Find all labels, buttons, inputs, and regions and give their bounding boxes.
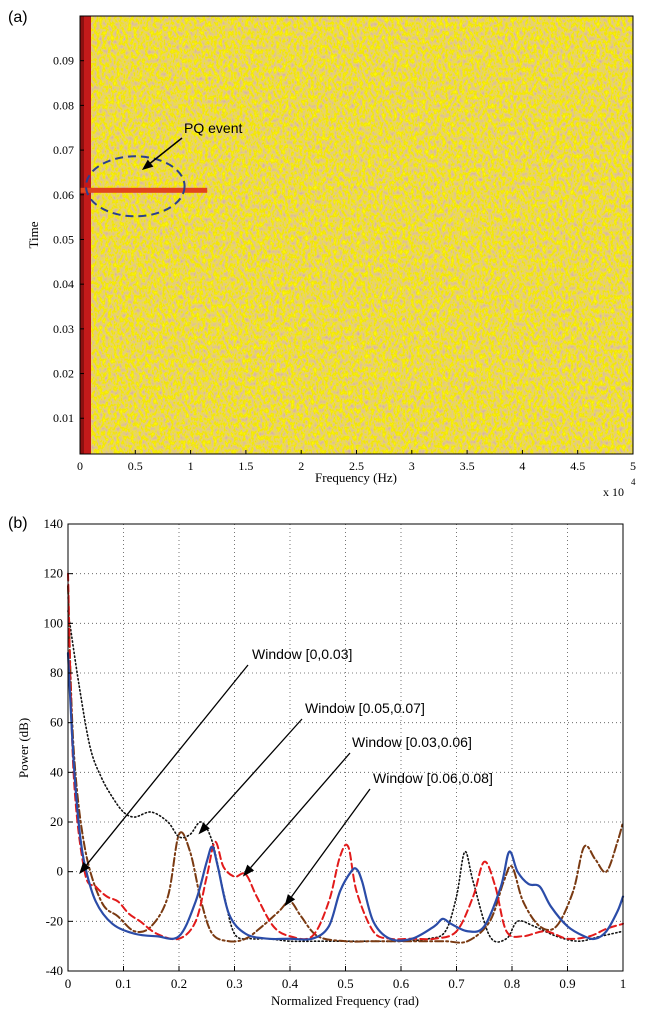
annotation-arrow (86, 664, 249, 866)
annotation-label: Window [0.05,0.07] (305, 700, 425, 716)
panel-a-label: (a) (8, 9, 28, 26)
spectrogram-x-label: Frequency (Hz) (315, 470, 397, 485)
y-tick-label: 120 (44, 566, 64, 581)
pq-event-label: PQ event (184, 120, 242, 136)
x-tick-label: 0 (77, 459, 83, 473)
plot-x-ticks: 0 0.1 0.2 0.3 0.4 0.5 0.6 0.7 0.8 0.9 1 (65, 966, 627, 991)
x-tick-label: 4.5 (570, 459, 585, 473)
spectrogram-y-label: Time (26, 221, 41, 248)
y-tick-label: 0.08 (53, 98, 74, 112)
y-tick-label: 40 (50, 764, 63, 779)
y-tick-label: 0.09 (53, 54, 74, 68)
series-group (66, 572, 625, 944)
y-tick-label: -40 (46, 963, 63, 978)
y-tick-label: 0.02 (53, 367, 74, 381)
x-tick-label: 0.5 (337, 976, 353, 991)
low-frequency-band-core (80, 16, 84, 454)
annotation-arrowhead (284, 894, 296, 907)
plot-area (68, 524, 623, 971)
y-tick-label: 60 (50, 715, 63, 730)
x-tick-label: 1 (620, 976, 627, 991)
annotation-arrow (250, 752, 351, 868)
y-tick-label: 0.03 (53, 322, 74, 336)
plot-x-label: Normalized Frequency (rad) (271, 993, 419, 1008)
annotation-arrow (290, 788, 371, 898)
x-tick-label: 0.2 (171, 976, 187, 991)
x-tick-label: 0.7 (448, 976, 465, 991)
spectrogram-x-ticks: 0 0.5 1 1.5 2 2.5 3 3.5 4 4.5 5 (77, 450, 636, 473)
plot-y-ticks: -40 -20 0 20 40 60 80 100 120 140 (44, 516, 73, 978)
low-frequency-band (80, 16, 91, 454)
x-tick-label: 0.6 (393, 976, 410, 991)
y-tick-label: 140 (44, 516, 64, 531)
y-tick-label: 0 (57, 864, 64, 879)
pq-event-arrowhead (142, 159, 154, 170)
spectrogram-x-multiplier: x 10 (603, 485, 624, 499)
series-line-dashdot (67, 585, 624, 944)
spectrogram-x-multiplier-exponent: 4 (631, 477, 636, 487)
x-tick-label: 1 (188, 459, 194, 473)
plot-y-label: Power (dB) (16, 718, 31, 778)
annotation-label: Window [0.06,0.08] (373, 770, 493, 786)
y-tick-label: 0.06 (53, 188, 74, 202)
x-tick-label: 0.8 (504, 976, 520, 991)
panel-b-label: (b) (8, 515, 28, 532)
x-tick-label: 3 (409, 459, 415, 473)
y-tick-label: 0.01 (53, 411, 74, 425)
y-tick-label: 80 (50, 665, 63, 680)
y-tick-label: 100 (44, 615, 64, 630)
annotation-arrowhead (198, 822, 210, 835)
x-tick-label: 5 (630, 459, 636, 473)
x-tick-label: 0.5 (128, 459, 143, 473)
x-tick-label: 0.3 (226, 976, 242, 991)
x-tick-label: 0.1 (115, 976, 131, 991)
series-line-dotted (67, 610, 624, 943)
annotation-arrowhead (79, 861, 91, 875)
power-spectrum-plot: Window [0,0.03] Window [0.05,0.07] Window … (66, 523, 625, 972)
spectrogram-texture (80, 16, 633, 454)
annotation-arrowhead (242, 864, 255, 877)
spectrogram-y-ticks: 0.01 0.02 0.03 0.04 0.05 0.06 0.07 0.08 0.09 (53, 54, 84, 425)
y-tick-label: 0.04 (53, 277, 74, 291)
pq-event-line (80, 187, 208, 193)
x-tick-label: 4 (519, 459, 525, 473)
annotation-label: Window [0.03,0.06] (352, 734, 472, 750)
series-line-solid (66, 652, 625, 942)
x-tick-label: 2.5 (349, 459, 364, 473)
annotations: Window [0,0.03] Window [0.05,0.07] Window … (79, 646, 493, 907)
annotation-arrow (205, 718, 303, 826)
y-tick-label: 0.07 (53, 143, 74, 157)
x-tick-label: 1.5 (238, 459, 253, 473)
x-tick-label: 2 (298, 459, 304, 473)
pq-event-arrow (147, 137, 183, 166)
x-tick-label: 0.4 (282, 976, 299, 991)
x-tick-label: 0 (65, 976, 72, 991)
x-tick-label: 3.5 (460, 459, 475, 473)
x-tick-label: 0.9 (559, 976, 575, 991)
y-tick-label: -20 (46, 913, 63, 928)
y-tick-label: 0.05 (53, 232, 74, 246)
spectrogram: PQ event (79, 15, 634, 455)
annotation-label: Window [0,0.03] (252, 646, 352, 662)
pq-event-ellipse (85, 155, 186, 218)
y-tick-label: 20 (50, 814, 63, 829)
